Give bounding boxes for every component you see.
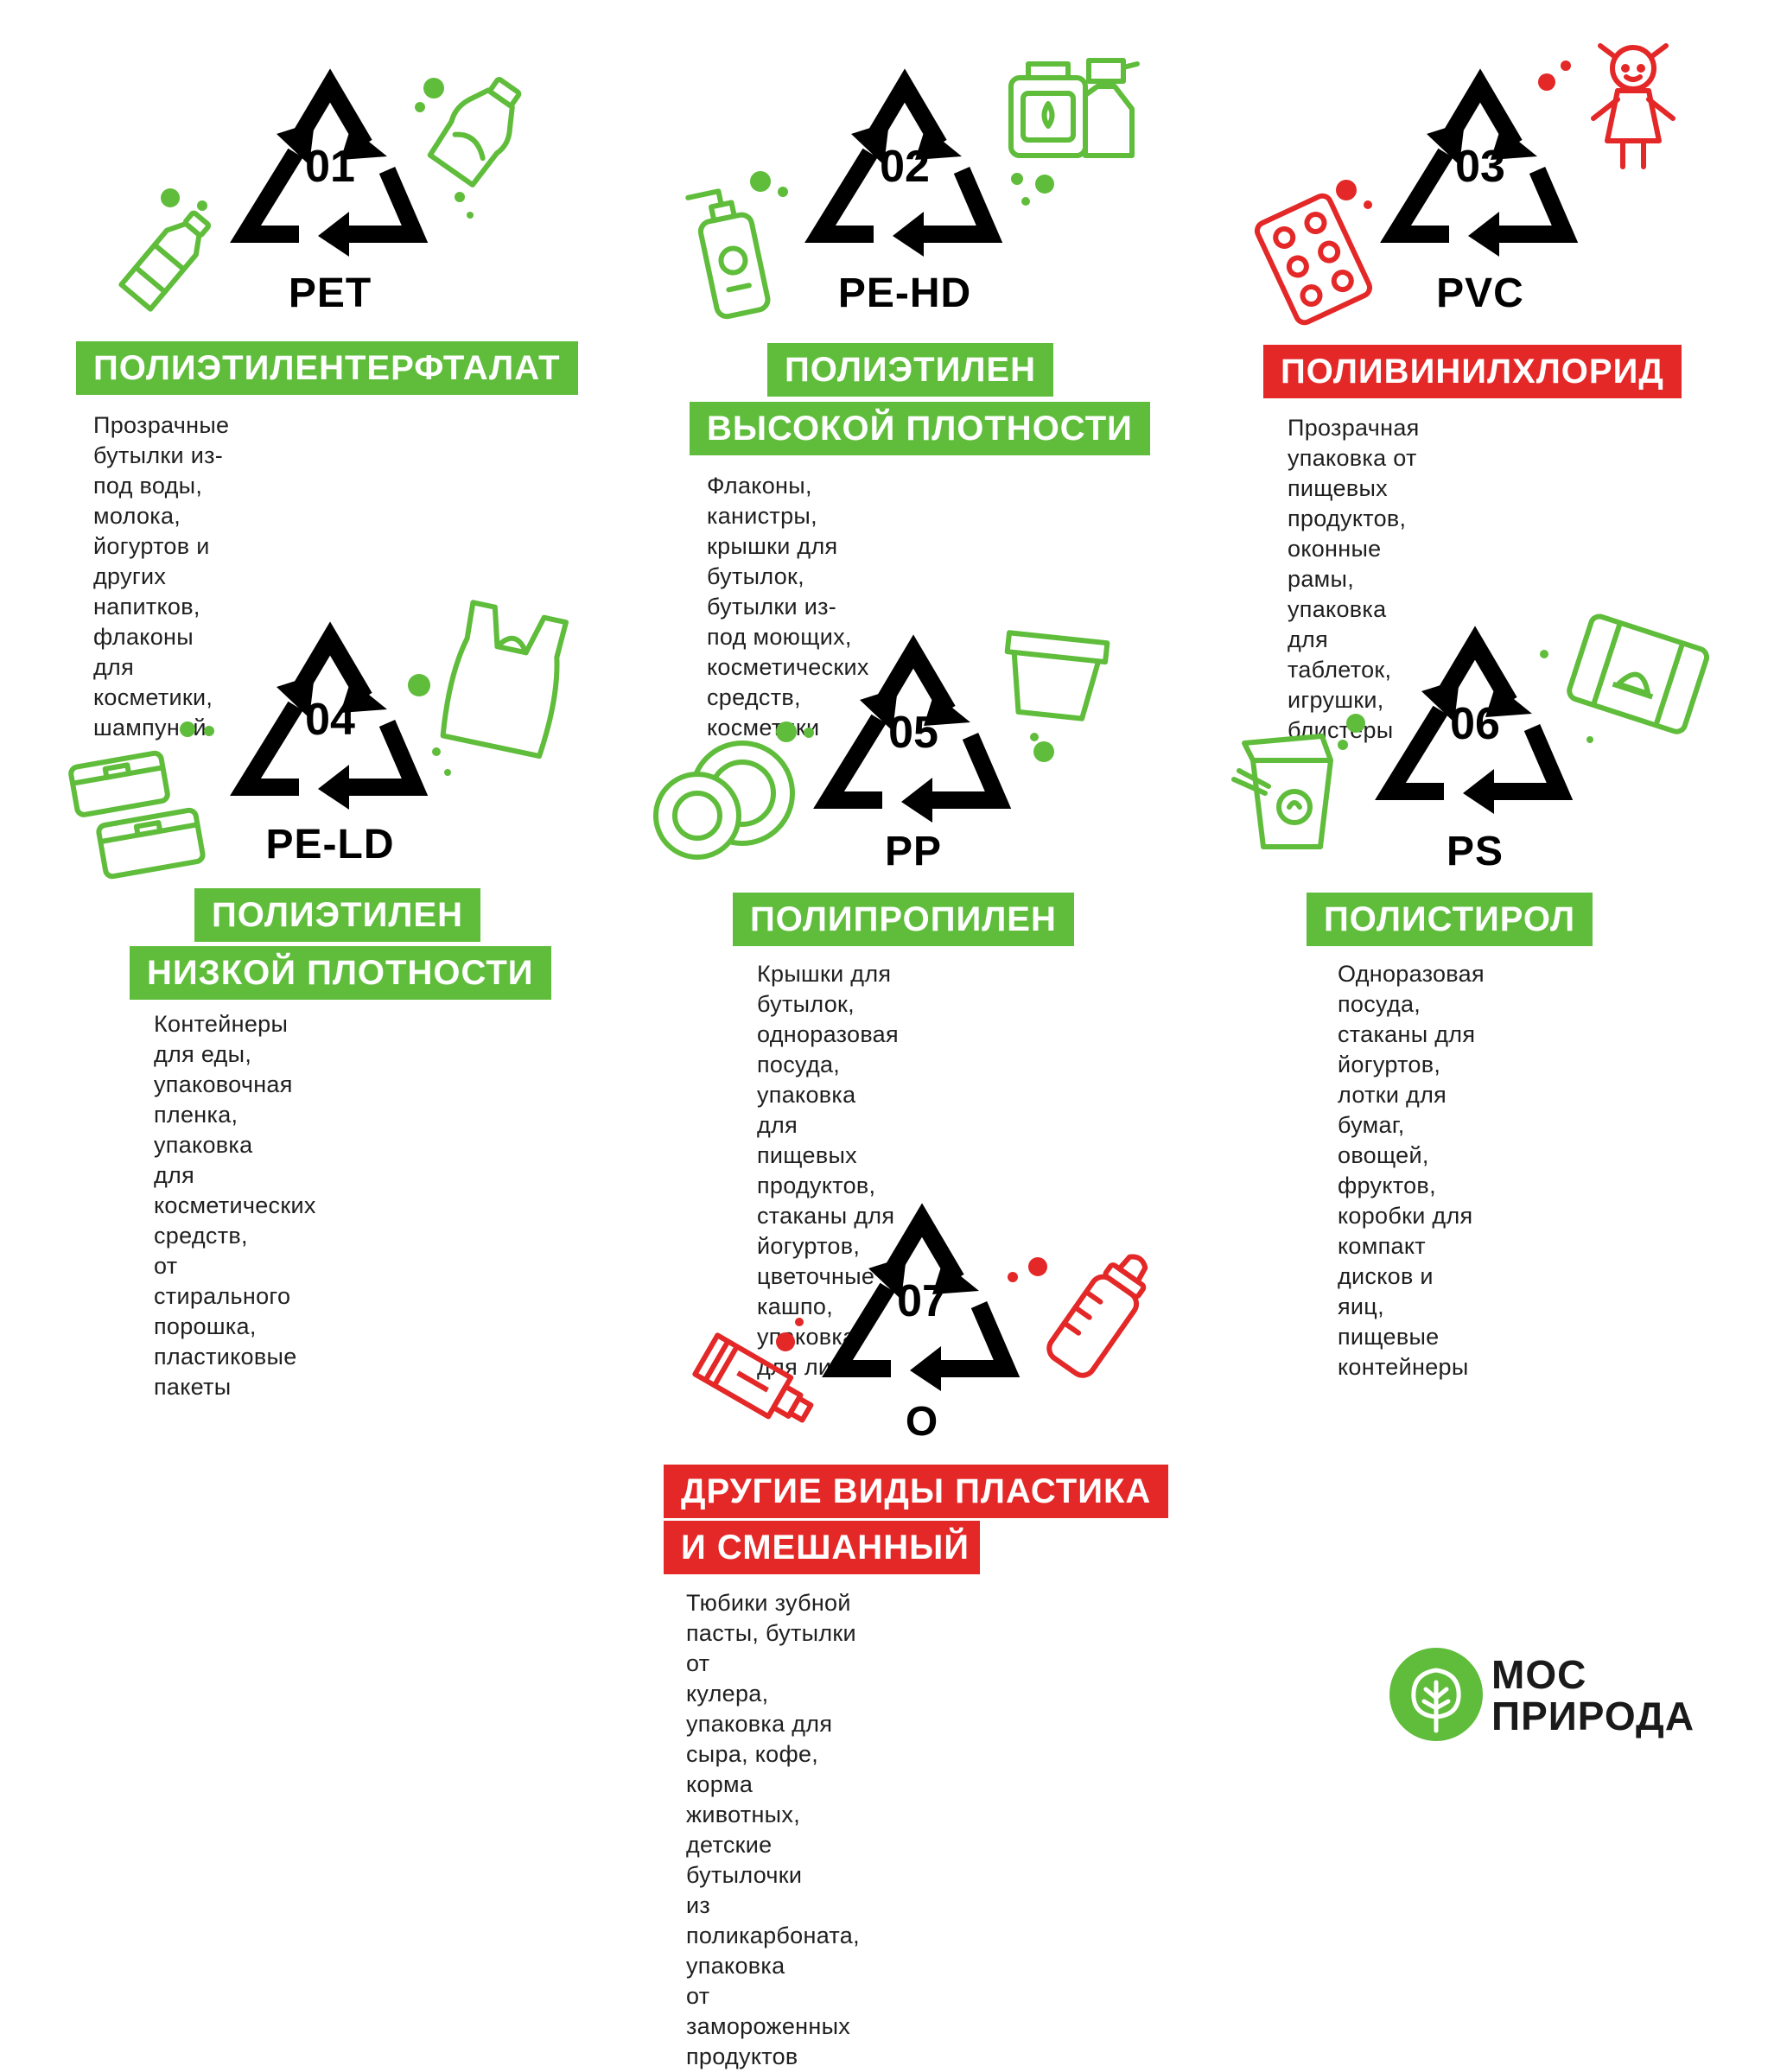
food-tray-icon — [1567, 613, 1710, 734]
plastic-description: Тюбики зубной пасты, бутылки от кулера, … — [686, 1590, 860, 2069]
recycle-symbol-icon: 01 — [235, 73, 425, 246]
plastic-name-label: ВЫСОКОЙ ПЛОТНОСТИ — [690, 402, 1150, 455]
resin-code: 06 — [1450, 699, 1500, 749]
resin-code: 02 — [880, 142, 930, 192]
decor-dot — [776, 721, 797, 742]
decor-dot — [1035, 175, 1054, 194]
plastic-name-label: ПОЛИЭТИЛЕН — [767, 343, 1053, 397]
pill-blister-icon — [1254, 193, 1373, 326]
detergent-bottle-icon — [427, 77, 522, 187]
logo-text-line2: ПРИРОДА — [1491, 1694, 1695, 1738]
decor-dot — [432, 747, 441, 756]
mospriroda-logo: МОС ПРИРОДА — [1389, 1648, 1718, 1743]
plastic-name-label: ПОЛИЭТИЛЕНТЕРФТАЛАТ — [76, 341, 578, 395]
pump-bottle-icon — [685, 188, 771, 320]
plastic-description: Прозрачные бутылки из-под воды, молока, … — [93, 412, 230, 740]
plastic-description: Флаконы, канистры, крышки для бутылок, б… — [707, 473, 869, 740]
decor-dot — [1030, 733, 1039, 741]
plastic-name-label: ПОЛИСТИРОЛ — [1307, 893, 1593, 946]
decor-dot — [1028, 1257, 1047, 1276]
toothpaste-tube-icon — [692, 1332, 814, 1423]
decor-dot — [467, 212, 474, 219]
plastic-name-label: И СМЕШАННЫЙ ПЛАСТИК — [664, 1521, 1149, 1574]
decor-dot — [1008, 1272, 1018, 1282]
resin-code: 01 — [305, 142, 355, 192]
food-containers-icon — [68, 750, 206, 880]
resin-code: 03 — [1455, 142, 1505, 192]
takeaway-box-icon — [1231, 734, 1333, 849]
decor-dot — [1364, 200, 1372, 209]
decor-dot — [1011, 173, 1023, 185]
recycle-symbol-icon: 04 — [235, 626, 425, 799]
decor-dot — [804, 728, 814, 738]
recycle-symbol-icon: 07 — [827, 1208, 1017, 1381]
recycle-symbol-icon: 03 — [1385, 73, 1575, 246]
plastic-abbreviation: PE-HD — [837, 270, 972, 316]
plastic-description: Прозрачная упаковка от пищевых продуктов… — [1288, 415, 1420, 743]
decor-dot — [1561, 60, 1571, 71]
tree-icon — [1389, 1648, 1483, 1741]
recycling-codes-infographic: { "colors": { "green": "#5fbd3b", "red":… — [68, 43, 1718, 2069]
plastic-name-label: ПОЛИЭТИЛЕН — [194, 888, 480, 942]
decor-dot — [1338, 740, 1348, 750]
decor-dot — [204, 726, 214, 736]
recycle-symbol-icon: 06 — [1380, 631, 1570, 804]
recycle-symbol-icon: 02 — [810, 73, 1000, 246]
decor-dot — [455, 192, 465, 202]
plastic-abbreviation: PVC — [1436, 270, 1524, 316]
decor-dot — [180, 721, 195, 737]
plastic-abbreviation: PS — [1446, 829, 1504, 874]
resin-code: 04 — [305, 695, 355, 745]
resin-code: 07 — [897, 1276, 947, 1326]
doll-toy-icon — [1591, 43, 1675, 169]
plastic-abbreviation: PET — [288, 270, 372, 316]
decor-dot — [1346, 714, 1365, 733]
resin-code: 05 — [888, 708, 938, 758]
plastic-description: Контейнеры для еды, упаковочная пленка, … — [154, 1011, 316, 1400]
plastic-bag-icon — [440, 600, 569, 760]
decor-dot — [1540, 650, 1548, 658]
decor-dot — [408, 674, 430, 696]
decor-dot — [778, 187, 788, 197]
plastic-description: Одноразовая посуда, стаканы для йогуртов… — [1338, 961, 1485, 1380]
decor-dot — [776, 1332, 795, 1351]
yogurt-cup-icon — [1004, 630, 1110, 721]
plastic-name-label: НИЗКОЙ ПЛОТНОСТИ — [130, 946, 551, 1000]
decor-dot — [795, 1318, 804, 1326]
decor-dot — [1586, 736, 1593, 743]
baby-bottle-icon — [1046, 1254, 1148, 1378]
plastic-name-label: ПОЛИВИНИЛХЛОРИД — [1263, 345, 1682, 398]
decor-dot — [161, 188, 180, 207]
decor-dot — [1336, 180, 1357, 200]
plastic-abbreviation: PP — [884, 829, 943, 874]
plastic-description: Крышки для бутылок, одноразовая посуда, … — [757, 961, 899, 1380]
decor-dot — [197, 200, 207, 211]
plastic-name-label: ПОЛИПРОПИЛЕН — [733, 893, 1074, 946]
decor-dot — [1538, 73, 1555, 91]
canister-icon — [1008, 58, 1140, 158]
plates-icon — [653, 740, 795, 860]
plastic-name-label: ДРУГИЕ ВИДЫ ПЛАСТИКА — [664, 1465, 1169, 1518]
decor-dot — [750, 171, 771, 192]
recycle-symbol-icon: 05 — [818, 639, 1008, 812]
decor-dot — [1033, 741, 1054, 762]
water-bottle-icon — [118, 210, 212, 312]
plastic-abbreviation: O — [905, 1399, 939, 1445]
decor-dot — [1021, 197, 1030, 206]
decor-dot — [415, 102, 425, 112]
plastic-abbreviation: PE-LD — [265, 822, 395, 868]
decor-dot — [423, 78, 444, 99]
decor-dot — [444, 769, 451, 776]
logo-text-line1: МОС — [1491, 1652, 1587, 1697]
